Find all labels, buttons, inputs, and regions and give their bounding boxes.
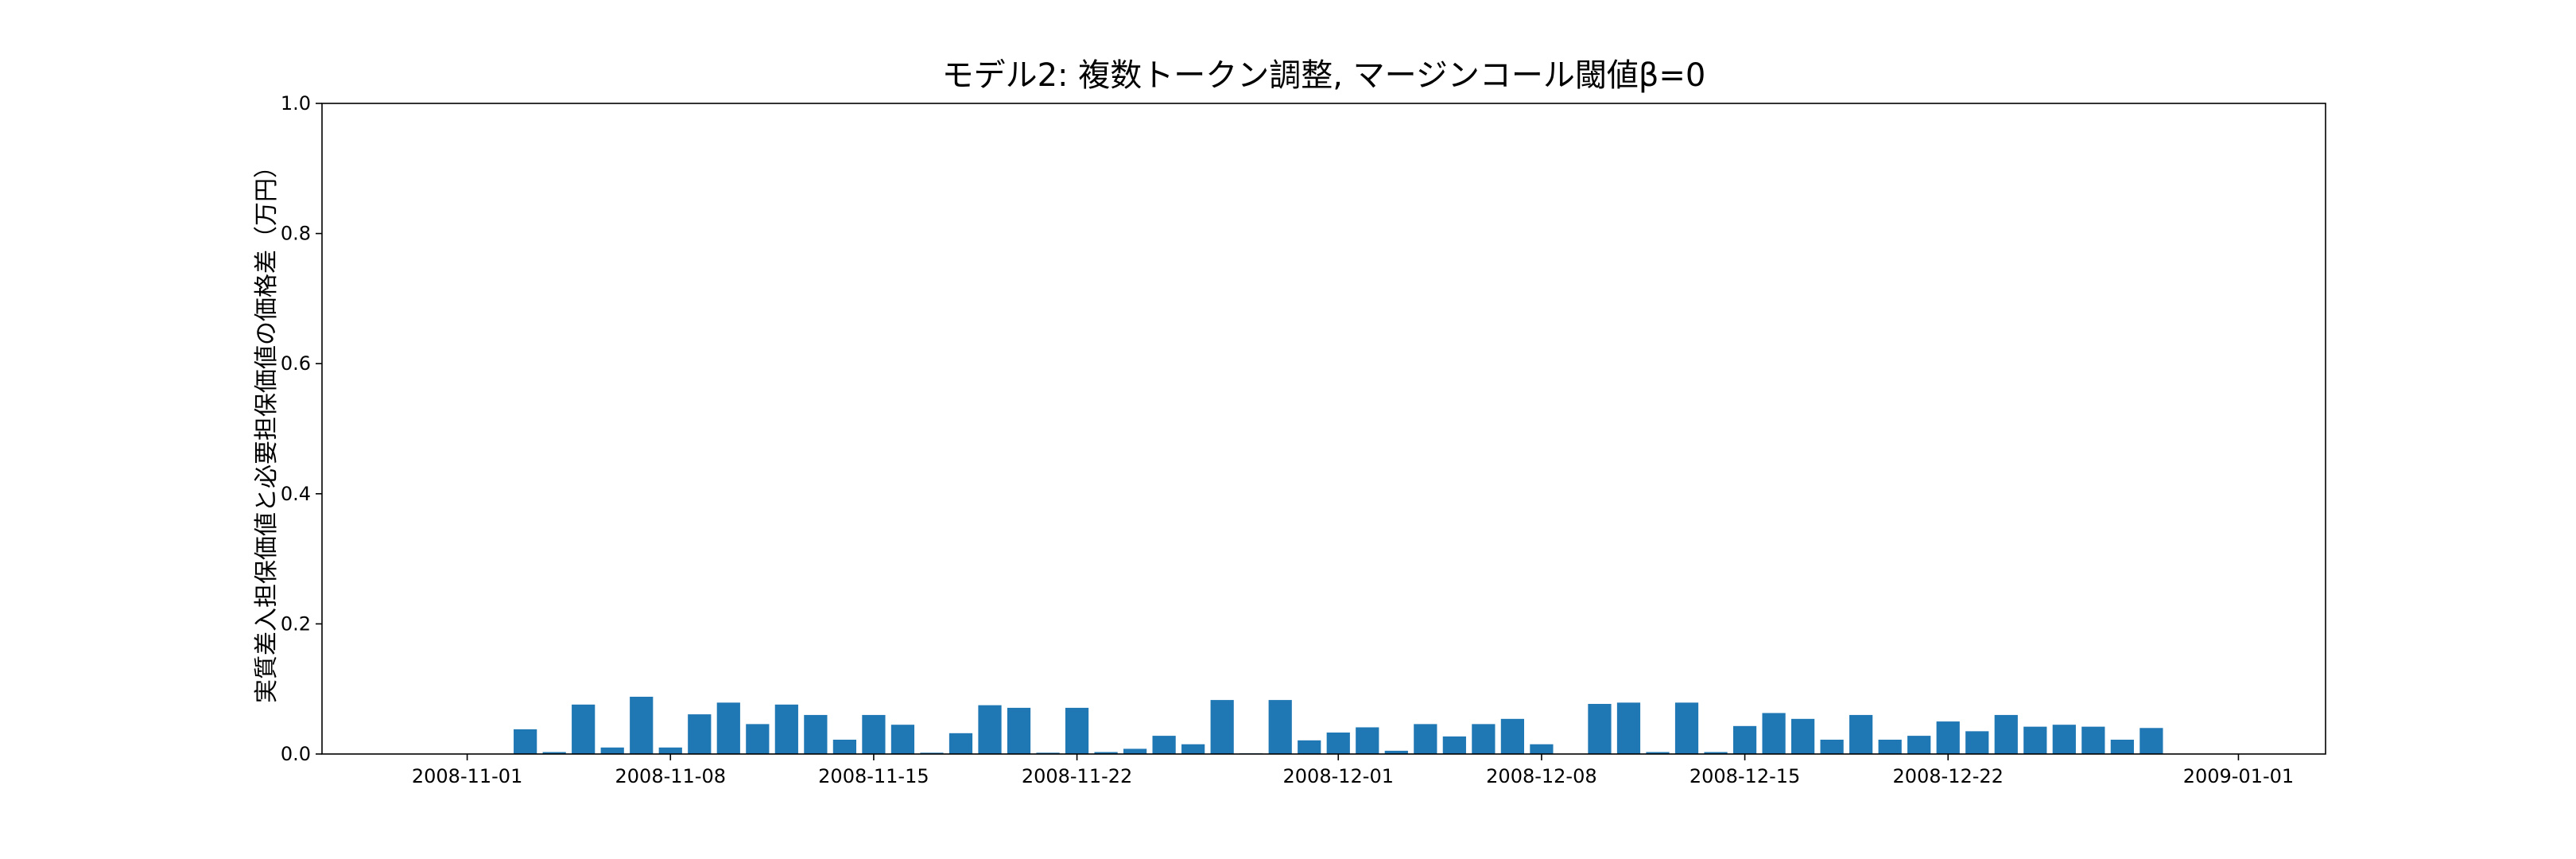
bar-2008-12-13 (1674, 702, 1699, 754)
bar-2008-11-20 (1007, 707, 1031, 754)
bar-2008-11-10 (716, 702, 740, 754)
x-tick-label: 2008-12-15 (1690, 765, 1800, 787)
bar-2008-11-18 (949, 733, 973, 754)
x-tick-label: 2008-11-01 (412, 765, 522, 787)
x-axis: 2008-11-01 2008-11-08 2008-11-15 2008-11-22… (412, 754, 2294, 787)
bar-2008-12-19 (1849, 714, 1873, 754)
bar-2008-12-20 (1878, 740, 1902, 754)
bar-2008-11-23 (1094, 752, 1118, 754)
y-axis-title: 実質差入担保価値と必要担保価値の価格差（万円） (253, 154, 281, 703)
bar-2008-12-12 (1646, 752, 1670, 754)
bar-2008-12-02 (1356, 727, 1379, 754)
bar-2008-12-06 (1472, 724, 1496, 754)
bar-2008-11-19 (978, 705, 1002, 754)
x-tick-label: 2008-11-15 (818, 765, 929, 787)
bar-2008-11-29 (1268, 700, 1292, 754)
bar-2008-11-17 (920, 752, 944, 754)
bar-2008-12-16 (1762, 713, 1786, 754)
bar-2008-12-08 (1530, 744, 1554, 754)
bar-2008-11-21 (1036, 752, 1060, 754)
bar-2008-11-25 (1152, 736, 1176, 754)
bar-2008-12-18 (1820, 740, 1844, 754)
bar-2008-11-03 (514, 729, 537, 754)
chart-title: モデル2: 複数トークン調整, マージンコール閾値β=0 (942, 57, 1706, 94)
bar-2008-12-26 (2052, 725, 2076, 754)
bar-2008-12-27 (2081, 726, 2105, 754)
x-tick-label: 2008-11-08 (615, 765, 726, 787)
bar-2008-11-14 (832, 740, 856, 754)
bar-2008-11-09 (688, 714, 712, 754)
x-tick-label: 2009-01-01 (2183, 765, 2294, 787)
bar-2008-12-03 (1384, 750, 1408, 754)
x-tick-label: 2008-12-08 (1486, 765, 1596, 787)
x-tick-label: 2008-12-22 (1892, 765, 2003, 787)
bar-2008-12-01 (1326, 733, 1350, 754)
bar-2008-11-07 (630, 697, 654, 754)
y-tick-label: 0.2 (281, 612, 311, 635)
bar-2008-12-07 (1500, 718, 1524, 754)
bar-2008-11-26 (1181, 744, 1205, 754)
bar-2008-12-10 (1588, 704, 1612, 754)
bar-2008-12-05 (1442, 736, 1466, 754)
bar-2008-11-04 (542, 752, 566, 754)
x-tick-label: 2008-11-22 (1022, 765, 1132, 787)
bar-2008-12-23 (1965, 731, 1989, 754)
bar-2008-12-11 (1616, 702, 1641, 754)
bar-2008-11-30 (1298, 740, 1321, 754)
y-tick-label: 0.0 (281, 743, 311, 765)
bar-2008-11-22 (1065, 707, 1089, 754)
y-tick-label: 0.8 (281, 223, 311, 245)
bar-2008-12-21 (1907, 736, 1931, 754)
y-axis: 0.0 0.2 0.4 0.6 0.8 1.0 (281, 92, 322, 765)
bar-2008-11-15 (862, 714, 886, 754)
bar-2008-12-04 (1414, 724, 1437, 754)
bar-2008-11-27 (1210, 700, 1234, 754)
bar-2008-11-05 (572, 704, 596, 754)
bar-2008-11-08 (658, 747, 682, 754)
y-tick-label: 0.4 (281, 483, 311, 505)
bar-2008-11-06 (600, 747, 624, 754)
bar-2008-12-25 (2023, 726, 2047, 754)
bar-2008-12-17 (1791, 718, 1815, 754)
bar-2008-12-14 (1704, 752, 1728, 754)
plot-frame (321, 103, 2326, 755)
y-tick-label: 0.6 (281, 352, 311, 375)
y-tick-label: 1.0 (281, 92, 311, 115)
bar-2008-12-29 (2140, 728, 2163, 754)
bar-2008-11-16 (890, 725, 915, 754)
bar-2008-12-22 (1936, 721, 1960, 754)
bar-2008-11-11 (746, 724, 770, 754)
x-tick-label: 2008-12-01 (1283, 765, 1394, 787)
bar-2008-11-12 (774, 704, 798, 754)
bar-2008-11-24 (1123, 748, 1147, 754)
bar-2008-12-24 (1994, 714, 2018, 754)
bar-2008-12-28 (2110, 740, 2134, 754)
bar-2008-11-13 (804, 714, 828, 754)
bar-2008-12-15 (1732, 725, 1757, 754)
bars-group (514, 697, 2163, 754)
